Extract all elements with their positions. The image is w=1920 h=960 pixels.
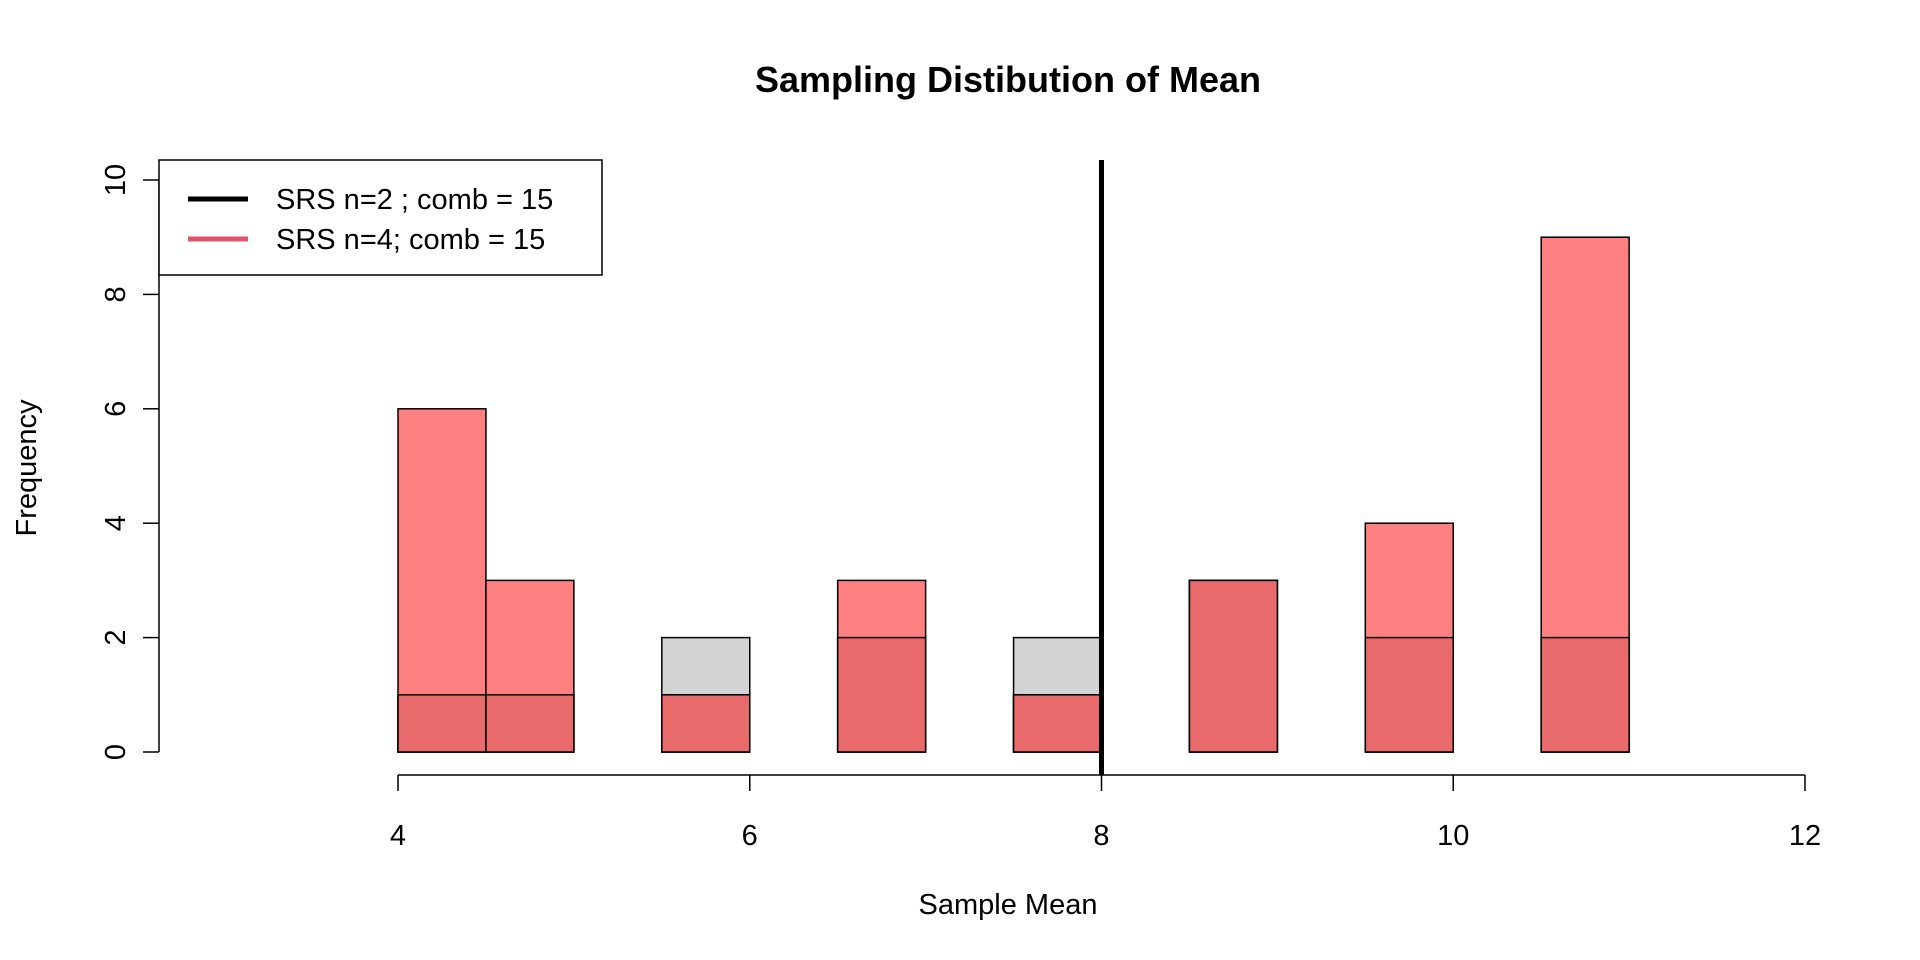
y-tick-label: 2 xyxy=(100,630,132,646)
y-axis: 0 2 4 6 8 10 xyxy=(100,164,160,760)
x-axis: 4 6 8 10 12 xyxy=(390,774,1821,852)
x-axis-label: Sample Mean xyxy=(919,889,1098,921)
bar-overlap xyxy=(1364,636,1454,753)
bar-overlap xyxy=(836,636,927,753)
y-tick-label: 0 xyxy=(100,744,132,760)
bars-layer xyxy=(397,236,1630,753)
x-tick-label: 6 xyxy=(742,820,758,852)
legend: SRS n=2 ; comb = 15 SRS n=4; comb = 15 xyxy=(158,159,603,276)
chart-title: Sampling Distibution of Mean xyxy=(755,59,1261,100)
y-tick-label: 4 xyxy=(100,515,132,531)
y-tick-label: 10 xyxy=(100,164,132,196)
y-axis-label: Frequency xyxy=(11,399,43,537)
bar-overlap xyxy=(1188,579,1279,753)
y-tick-label: 8 xyxy=(100,286,132,302)
bar-overlap xyxy=(1012,694,1103,753)
legend-label: SRS n=2 ; comb = 15 xyxy=(276,184,553,216)
bar-overlap xyxy=(485,694,575,753)
bar-overlap xyxy=(661,694,751,753)
legend-box xyxy=(158,159,603,276)
bar-overlap xyxy=(1540,636,1630,753)
x-tick-label: 8 xyxy=(1093,820,1109,852)
legend-label: SRS n=4; comb = 15 xyxy=(276,224,545,256)
x-tick-label: 4 xyxy=(390,820,406,852)
x-tick-label: 10 xyxy=(1437,820,1469,852)
bar-overlap xyxy=(397,694,487,753)
y-tick-label: 6 xyxy=(100,401,132,417)
x-tick-label: 12 xyxy=(1789,820,1821,852)
